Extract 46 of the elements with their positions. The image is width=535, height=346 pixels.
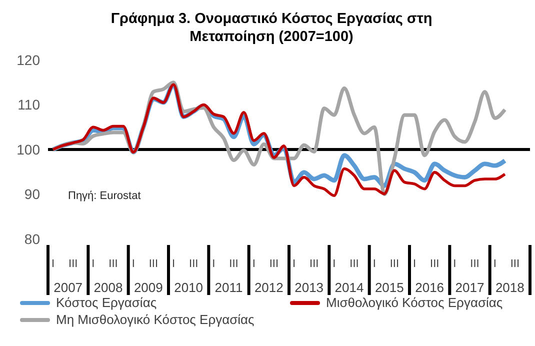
text: 2008 <box>94 280 123 295</box>
x-tick-label: III <box>310 258 319 270</box>
x-tick-label: III <box>390 258 400 270</box>
x-tick-label: I <box>453 258 456 270</box>
x-tick-label: I <box>212 258 216 270</box>
y-tick-label: 110 <box>18 96 40 113</box>
y-tick-label: 120 <box>16 52 40 68</box>
x-tick-label: III <box>269 258 279 270</box>
text: 2017 <box>455 280 484 295</box>
text: 2007 <box>54 280 83 295</box>
text: 2018 <box>495 280 524 295</box>
x-tick-label: I <box>412 258 416 270</box>
x-tick-label: I <box>332 258 336 270</box>
legend-label: Μη Μισθολογικό Κόστος Εργασίας <box>56 312 254 327</box>
legend-label: Κόστος Εργασίας <box>56 295 157 310</box>
x-tick-label: III <box>470 258 480 270</box>
x-tick-label: III <box>430 258 440 270</box>
x-tick-label: III <box>108 258 118 270</box>
y-tick-label: 80 <box>24 230 40 247</box>
x-tick-label: III <box>350 258 359 270</box>
text: 2013 <box>294 280 324 295</box>
text: 2012 <box>254 280 284 295</box>
legend-label: Μισθολογικό Κόστος Εργασίας <box>326 295 503 310</box>
x-tick-label: III <box>189 258 198 270</box>
text: 2010 <box>174 280 204 295</box>
x-tick-label: I <box>493 258 496 270</box>
x-tick-label: III <box>229 258 238 270</box>
annotation: Πηγή: Eurostat <box>68 190 141 202</box>
chart-title: Γράφημα 3. Ονομαστικό Κόστος Εργασίας στη Μεταποίηση (2007=100) <box>110 10 434 47</box>
x-tick-label: I <box>132 258 135 270</box>
x-tick-label: I <box>92 258 95 270</box>
text: 2009 <box>134 280 163 295</box>
text: 2016 <box>415 280 444 295</box>
x-tick-label: III <box>510 258 520 270</box>
x-tick-label: III <box>68 258 78 270</box>
x-tick-label: I <box>372 258 376 270</box>
y-tick-label: 90 <box>24 186 40 202</box>
text: 2011 <box>214 280 243 295</box>
text: 2014 <box>334 280 364 295</box>
x-tick-label: III <box>148 258 158 270</box>
x-tick-label: I <box>252 258 256 270</box>
x-tick-label: I <box>292 258 296 270</box>
y-tick-label: 100 <box>16 141 40 158</box>
x-tick-label: I <box>172 258 176 270</box>
x-tick-label: I <box>51 258 55 270</box>
text: 2015 <box>374 280 404 295</box>
